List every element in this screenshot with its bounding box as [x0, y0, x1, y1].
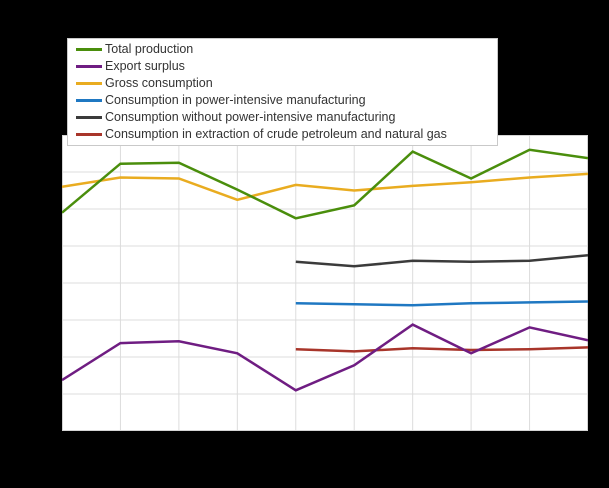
legend-line-swatch-total-production: [76, 48, 102, 51]
legend-item-export-surplus: Export surplus: [76, 58, 497, 75]
series-line-gross-consumption: [62, 172, 588, 202]
legend-label: Export surplus: [105, 59, 185, 73]
legend-item-consumption-without-power-intensive-manufacturing: Consumption without power-intensive manu…: [76, 109, 497, 126]
legend-label: Consumption in extraction of crude petro…: [105, 127, 447, 141]
legend-line-swatch-consumption-in-power-intensive-manufacturing: [76, 99, 102, 102]
series-line-consumption-in-extraction-of-crude-petroleum-and-natural-gas: [295, 346, 588, 353]
legend-item-total-production: Total production: [76, 41, 497, 58]
legend-item-gross-consumption: Gross consumption: [76, 75, 497, 92]
series-line-consumption-in-power-intensive-manufacturing: [295, 300, 588, 307]
legend-item-consumption-in-extraction-of-crude-petroleum-and-natural-gas: Consumption in extraction of crude petro…: [76, 126, 497, 143]
legend-line-swatch-consumption-without-power-intensive-manufacturing: [76, 116, 102, 119]
legend-label: Consumption without power-intensive manu…: [105, 110, 396, 124]
series-line-consumption-without-power-intensive-manufacturing: [295, 254, 588, 268]
legend-box: Total production Export surplus Gross cons…: [67, 38, 498, 146]
legend-label: Gross consumption: [105, 76, 213, 90]
legend-label: Total production: [105, 42, 194, 56]
legend-item-consumption-in-power-intensive-manufacturing: Consumption in power-intensive manufactu…: [76, 92, 497, 109]
series-line-export-surplus: [62, 323, 588, 392]
legend-label: Consumption in power-intensive manufactu…: [105, 93, 366, 107]
series-line-total-production: [62, 148, 588, 220]
chart-canvas: [62, 135, 588, 431]
legend-line-swatch-consumption-in-extraction-of-crude-petroleum-and-natural-gas: [76, 133, 102, 136]
legend-line-swatch-gross-consumption: [76, 82, 102, 85]
legend-line-swatch-export-surplus: [76, 65, 102, 68]
plot-area: [62, 135, 588, 431]
